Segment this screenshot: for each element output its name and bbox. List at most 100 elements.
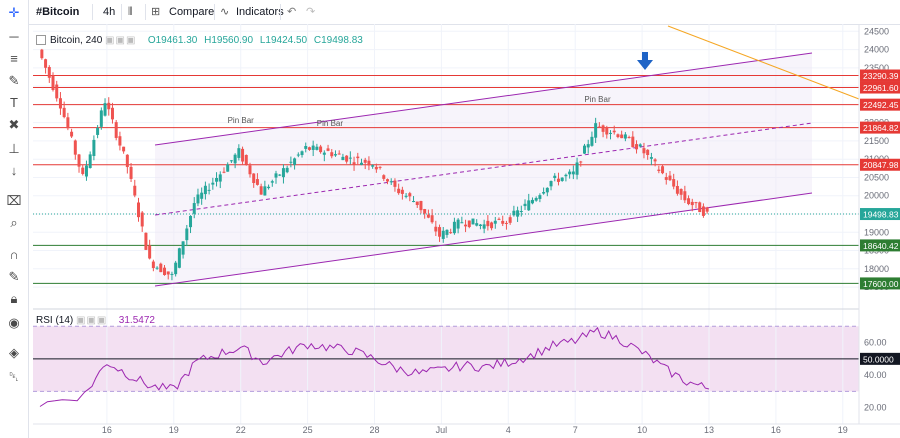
candle-body [672, 179, 676, 187]
candle-body [170, 273, 174, 275]
indicators-button[interactable]: Indicators [236, 6, 284, 18]
rsi-legend: RSI (14) ▣▣▣ 31.5472 [36, 315, 155, 326]
lock-drawing-icon[interactable]: ✎ [8, 269, 20, 284]
candle-body [538, 195, 542, 199]
candle-body [527, 200, 531, 211]
interval-button[interactable]: 4h [103, 6, 116, 18]
candle-body [125, 154, 129, 168]
level-label-bg [860, 69, 900, 82]
candle-body [319, 146, 323, 153]
undo-icon[interactable]: ↶ [287, 6, 297, 18]
candle-body [77, 154, 81, 167]
candle-body [345, 155, 349, 162]
candle-body [690, 201, 694, 206]
trash-icon[interactable]: ␡ [8, 369, 20, 384]
candle-body [229, 160, 233, 162]
candle-body [616, 134, 620, 138]
candle-body [148, 245, 152, 259]
candle-body [601, 125, 605, 132]
candle-body [530, 199, 534, 204]
candle-body [136, 202, 140, 218]
candle-body [330, 152, 334, 157]
candle-body [393, 180, 397, 187]
candle-body [315, 146, 319, 150]
candle-body [322, 152, 326, 155]
legend-high: H19560.90 [204, 35, 254, 46]
candle-body [337, 153, 341, 155]
time-tick: 22 [236, 425, 246, 435]
candle-body [92, 139, 96, 157]
level-label-bg [860, 98, 900, 111]
eye-icon[interactable]: ◉ [8, 315, 20, 330]
candle-body [400, 189, 404, 194]
candle-body [460, 222, 464, 224]
indicators-icon[interactable]: ∿ [220, 6, 230, 18]
trendline-icon[interactable]: ─ [9, 29, 19, 44]
brush-icon[interactable]: ✎ [8, 73, 20, 88]
candle-body [185, 228, 189, 241]
fib-icon[interactable]: ≡ [10, 51, 18, 66]
text-icon[interactable]: T [10, 95, 18, 110]
candle-body [62, 107, 66, 118]
candle-body [430, 215, 434, 223]
candle-body [490, 222, 494, 229]
candle-body [96, 127, 100, 135]
level-label-bg [860, 277, 900, 290]
candle-body [579, 161, 583, 163]
magnet-icon[interactable]: ∩ [9, 247, 19, 262]
candle-body [475, 223, 479, 226]
rsi-buttons-icon[interactable]: ▣▣▣ [76, 315, 108, 326]
level-label-bg [860, 81, 900, 94]
candle-body [386, 179, 390, 182]
candle-body [661, 166, 665, 174]
candle-body [486, 220, 490, 227]
legend-open: O19461.30 [147, 35, 198, 46]
time-tick: 28 [369, 425, 379, 435]
candle-body [218, 174, 222, 182]
candle-body [248, 165, 252, 175]
layers-icon[interactable]: ◈ [9, 345, 19, 360]
candle-body [568, 171, 572, 175]
trend-line[interactable] [667, 25, 860, 100]
redo-icon[interactable]: ↷ [306, 6, 316, 18]
candle-body [118, 136, 122, 146]
candle-body [467, 220, 471, 228]
compare-button[interactable]: Compare [169, 6, 215, 18]
legend-buttons-icon[interactable]: ▣▣▣ [105, 35, 137, 46]
candles-icon[interactable]: ⫴ [128, 6, 133, 18]
candle-body [419, 200, 423, 211]
candle-body [408, 193, 412, 197]
ruler-icon[interactable]: ⌧ [6, 193, 22, 208]
rsi-axis[interactable]: 60.00 40.00 20.00 [864, 338, 887, 413]
candle-body [687, 198, 691, 205]
level-label-bg [860, 239, 900, 252]
candle-body [649, 157, 653, 159]
candle-body [582, 145, 586, 154]
projection-icon[interactable]: ⊥ [8, 141, 20, 156]
legend-symbol: Bitcoin, 240 [50, 35, 103, 46]
channel-mid-line[interactable] [154, 122, 813, 216]
time-tick: 19 [169, 425, 179, 435]
arrow-down-icon[interactable]: ↓ [10, 163, 18, 178]
compare-icon[interactable]: ⊞ [151, 6, 161, 18]
candle-body [497, 218, 501, 220]
collapse-icon[interactable] [36, 35, 46, 46]
pattern-icon[interactable]: ✖ [8, 117, 20, 132]
crosshair-icon[interactable]: ✛ [8, 5, 20, 20]
candle-body [296, 154, 300, 156]
time-tick: 25 [303, 425, 313, 435]
candle-body [293, 158, 297, 165]
time-axis[interactable]: 16 19 22 25 28 Jul 4 7 10 13 16 19 [102, 425, 848, 435]
lock-icon[interactable]: 🔒︎ [10, 291, 18, 306]
candle-body [352, 162, 356, 165]
candle-body [359, 162, 363, 165]
level-label: 22961.60 [863, 83, 899, 93]
channel-upper-line[interactable] [154, 52, 813, 146]
arrow-down-icon[interactable] [637, 52, 653, 70]
zoom-icon[interactable]: ⌕ [10, 215, 18, 230]
symbol-search[interactable]: #Bitcoin [36, 6, 80, 18]
time-tick: 19 [838, 425, 848, 435]
candle-body [207, 189, 211, 191]
candle-body [241, 148, 245, 162]
